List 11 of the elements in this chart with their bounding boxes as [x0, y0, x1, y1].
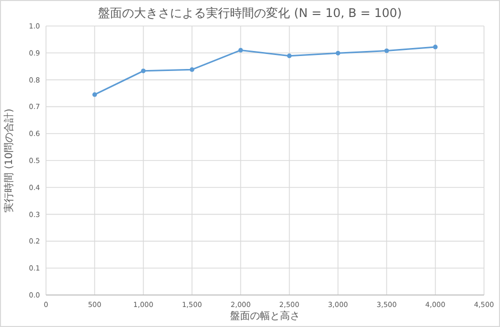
point — [190, 67, 194, 72]
y-axis-title: 実行時間 (10問の合計) — [3, 108, 15, 212]
point — [336, 50, 340, 56]
point — [384, 48, 389, 54]
chart-title: 盤面の大きさによる実行時間の変化 (N = 10, B = 100) — [98, 6, 402, 20]
point — [433, 44, 438, 50]
point — [141, 68, 146, 74]
point — [287, 54, 292, 58]
point — [92, 92, 97, 97]
point — [238, 48, 243, 53]
x-axis-title: 盤面の幅と高さ — [230, 310, 300, 322]
